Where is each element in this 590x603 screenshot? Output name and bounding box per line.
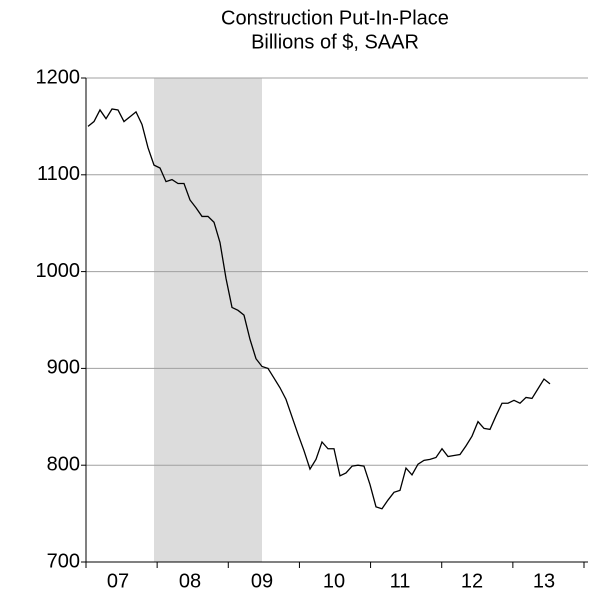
chart-title: Construction Put-In-Place bbox=[221, 7, 449, 29]
x-tick-label: 11 bbox=[390, 570, 411, 592]
y-tick-label: 1000 bbox=[36, 260, 81, 282]
x-tick-label: 09 bbox=[251, 570, 273, 592]
y-tick-label: 900 bbox=[47, 357, 80, 379]
recession-shading bbox=[154, 78, 262, 562]
x-tick-label: 10 bbox=[323, 570, 345, 592]
y-tick-label: 700 bbox=[47, 550, 80, 572]
x-tick-label: 08 bbox=[179, 570, 201, 592]
x-tick-label: 07 bbox=[107, 570, 129, 592]
y-tick-label: 1200 bbox=[36, 66, 81, 88]
x-tick-label: 13 bbox=[533, 570, 555, 592]
chart-subtitle: Billions of $, SAAR bbox=[251, 31, 419, 53]
y-tick-label: 1100 bbox=[37, 163, 80, 185]
data-line bbox=[87, 108, 551, 510]
x-tick-label: 12 bbox=[461, 570, 483, 592]
y-tick-label: 800 bbox=[47, 453, 80, 475]
